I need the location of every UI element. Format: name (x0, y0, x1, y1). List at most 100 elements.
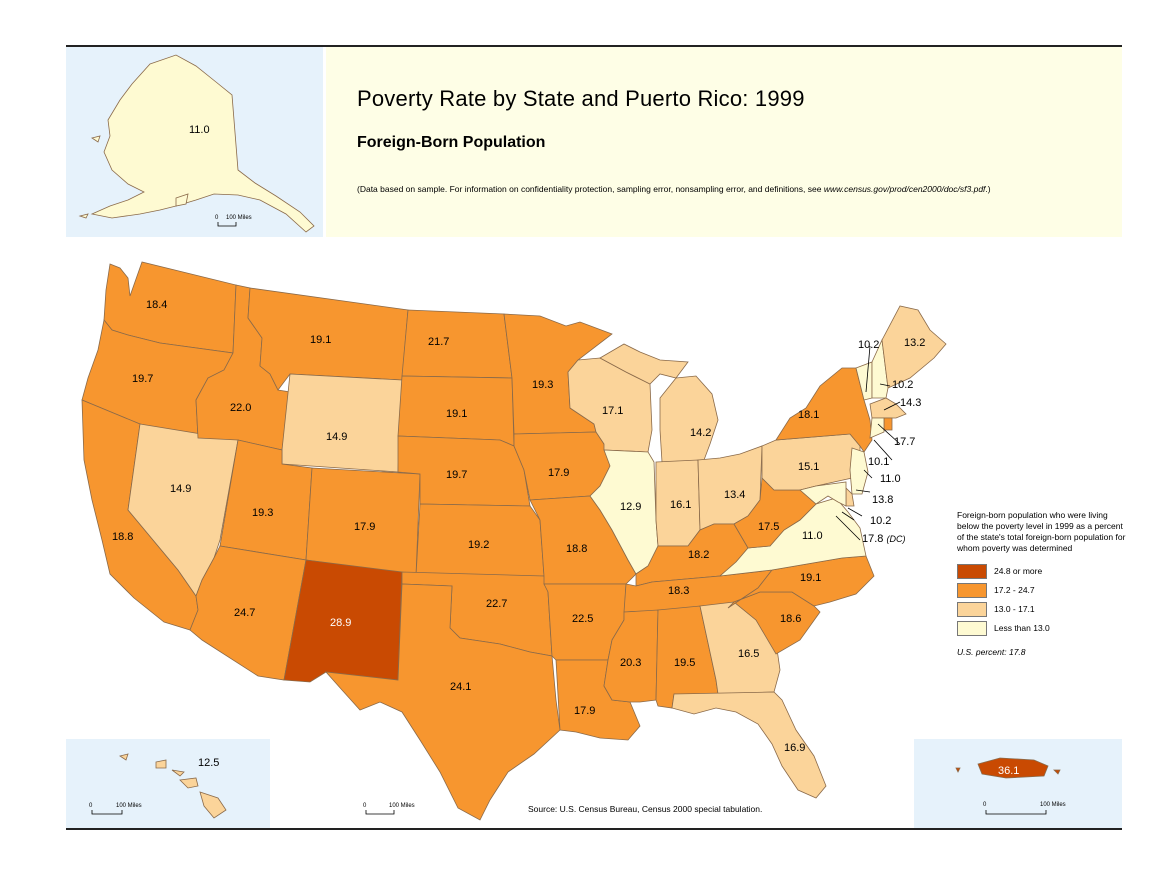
state-texas[interactable] (325, 583, 561, 821)
scale-miles-puerto-rico: 100 Miles (1040, 802, 1066, 808)
state-iowa[interactable] (513, 431, 611, 501)
label-north-dakota: 21.7 (428, 336, 449, 348)
legend-swatch (957, 621, 987, 636)
legend-label: 13.0 - 17.1 (994, 604, 1035, 614)
label-louisiana: 17.9 (574, 705, 595, 717)
legend-swatch (957, 564, 987, 579)
label-colorado: 17.9 (354, 521, 375, 533)
label-dc-suffix: (DC) (886, 534, 905, 544)
top-rule (66, 45, 1122, 47)
label-mississippi: 20.3 (620, 657, 641, 669)
label-florida: 16.9 (784, 742, 805, 754)
state-michigan-upper[interactable] (599, 343, 689, 385)
label-ohio: 13.4 (724, 489, 745, 501)
label-new-jersey: 11.0 (880, 473, 901, 485)
bottom-rule (66, 828, 1122, 830)
label-iowa: 17.9 (548, 467, 569, 479)
label-kansas: 19.2 (468, 539, 489, 551)
label-new-york: 18.1 (798, 409, 819, 421)
puerto-rico-islet (1053, 769, 1061, 775)
label-georgia: 16.5 (738, 648, 759, 660)
label-kentucky: 18.2 (688, 549, 709, 561)
label-south-dakota: 19.1 (446, 408, 467, 420)
hawaii-inset-panel (66, 739, 270, 828)
label-dc: 17.8 (DC) (862, 533, 905, 545)
legend-item: 17.2 - 24.7 (957, 581, 1127, 600)
label-missouri: 18.8 (566, 543, 587, 555)
label-dc-value: 17.8 (862, 533, 883, 545)
note-suffix: .) (985, 184, 991, 194)
leader-lines (835, 345, 901, 541)
alaska-island (91, 135, 101, 143)
scale-miles-main: 100 Miles (389, 803, 415, 809)
alaska-island (175, 193, 189, 207)
note-prefix: (Data based on sample. For information o… (357, 184, 824, 194)
territory-puerto-rico[interactable] (977, 757, 1049, 779)
state-labels: 18.4 19.7 18.8 14.9 22.0 19.1 14.9 19.3 … (112, 124, 1019, 777)
label-arkansas: 22.5 (572, 613, 593, 625)
label-hawaii: 12.5 (198, 757, 219, 769)
label-minnesota: 19.3 (532, 379, 553, 391)
title-panel (326, 47, 1122, 237)
scale-zero-puerto-rico: 0 (983, 802, 987, 808)
label-connecticut: 10.1 (868, 456, 889, 468)
label-massachusetts: 14.3 (900, 397, 921, 409)
state-michigan[interactable] (659, 375, 719, 463)
label-washington: 18.4 (146, 299, 167, 311)
legend-label: 24.8 or more (994, 566, 1043, 576)
note-url: www.census.gov/prod/cen2000/doc/sf3.pdf (823, 184, 986, 194)
label-nebraska: 19.7 (446, 469, 467, 481)
label-delaware: 13.8 (872, 494, 893, 506)
us-percent: U.S. percent: 17.8 (957, 647, 1026, 657)
label-maryland: 10.2 (870, 515, 891, 527)
scale-bar-puerto-rico (985, 810, 1047, 815)
scale-zero-hawaii: 0 (89, 803, 93, 809)
label-tennessee: 18.3 (668, 585, 689, 597)
legend-item: Less than 13.0 (957, 619, 1127, 638)
state-alaska[interactable] (90, 54, 315, 233)
label-virginia: 11.0 (802, 530, 823, 542)
legend-label: Less than 13.0 (994, 623, 1050, 633)
state-north-dakota[interactable] (401, 309, 513, 379)
label-new-hampshire: 10.2 (892, 379, 913, 391)
scale-zero-main: 0 (363, 803, 367, 809)
state-hawaii[interactable] (119, 753, 227, 819)
label-alaska: 11.0 (189, 124, 210, 136)
label-michigan: 14.2 (690, 427, 711, 439)
label-montana: 19.1 (310, 334, 331, 346)
label-wisconsin: 17.1 (602, 405, 623, 417)
state-wyoming[interactable] (281, 373, 403, 473)
alaska-island (78, 213, 89, 219)
state-maryland[interactable] (799, 481, 847, 507)
label-maine: 13.2 (904, 337, 925, 349)
scale-miles-hawaii: 100 Miles (116, 803, 142, 809)
label-indiana: 16.1 (670, 499, 691, 511)
label-alabama: 19.5 (674, 657, 695, 669)
label-texas: 24.1 (450, 681, 471, 693)
puerto-rico-islet (955, 767, 961, 773)
state-new-hampshire[interactable] (871, 338, 889, 399)
label-arizona: 24.7 (234, 607, 255, 619)
label-pennsylvania: 15.1 (798, 461, 819, 473)
state-illinois[interactable] (589, 449, 659, 575)
map-subtitle: Foreign-Born Population (357, 134, 546, 151)
label-utah: 19.3 (252, 507, 273, 519)
label-california: 18.8 (112, 531, 133, 543)
scale-bar-main (365, 810, 395, 815)
label-oklahoma: 22.7 (486, 598, 507, 610)
scale-bar-hawaii (91, 810, 123, 815)
legend-item: 24.8 or more (957, 562, 1127, 581)
state-connecticut[interactable] (869, 417, 885, 439)
state-florida[interactable] (671, 691, 827, 799)
label-illinois: 12.9 (620, 501, 641, 513)
label-rhode-island: 17.7 (894, 436, 915, 448)
source-note: Source: U.S. Census Bureau, Census 2000 … (528, 804, 763, 814)
state-rhode-island[interactable] (883, 417, 893, 431)
state-maine[interactable] (881, 305, 947, 389)
label-south-carolina: 18.6 (780, 613, 801, 625)
map-legend: Foreign-born population who were living … (957, 510, 1127, 658)
label-west-virginia: 17.5 (758, 521, 779, 533)
scale-miles-alaska: 100 Miles (226, 215, 252, 221)
state-new-jersey[interactable] (849, 447, 869, 495)
